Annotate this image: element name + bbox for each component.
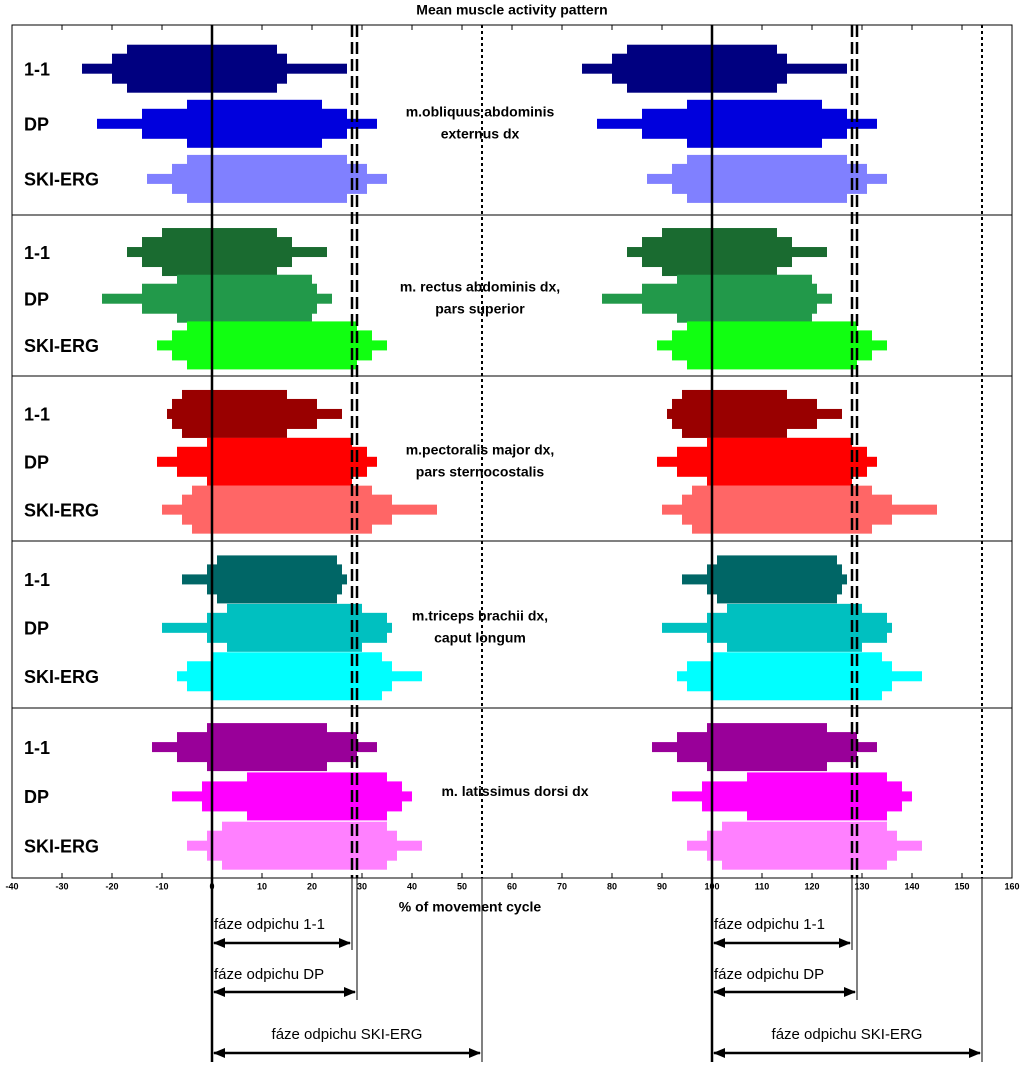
row-label: SKI-ERG [24,336,99,356]
row-label: DP [24,289,49,309]
activity-bar [187,99,322,148]
x-tick-label: 0 [209,881,214,891]
muscle-label: m. rectus abdominis dx, [400,278,560,294]
x-tick-label: 60 [507,881,517,891]
activity-bar [682,389,787,438]
activity-bar [207,437,352,486]
x-tick-label: 70 [557,881,567,891]
activity-bar [747,772,887,821]
activity-bar [192,485,372,534]
arrow-head [339,938,351,948]
chart-title: Mean muscle activity pattern [416,2,607,18]
phase-label: fáze odpichu DP [714,966,824,983]
x-tick-label: 30 [357,881,367,891]
x-tick-label: 40 [407,881,417,891]
x-tick-label: 150 [954,881,969,891]
activity-bar [222,821,387,870]
row-label: DP [24,787,49,807]
row-label: SKI-ERG [24,500,99,520]
activity-bar [627,44,777,93]
activity-bar [727,603,862,652]
row-label: 1-1 [24,243,50,263]
x-tick-label: 160 [1004,881,1019,891]
x-tick-label: 100 [704,881,719,891]
muscle-label: externus dx [441,126,520,142]
activity-bar [687,154,847,203]
phase-label: fáze odpichu SKI-ERG [772,1026,923,1043]
activity-bar [707,723,827,772]
x-tick-label: 90 [657,881,667,891]
arrow-head [213,987,225,997]
activity-bar [722,821,887,870]
muscle-label: pars sternocostalis [416,464,545,480]
activity-bar [247,772,387,821]
row-label: DP [24,115,49,135]
arrow-head [213,1048,225,1058]
x-tick-label: 140 [904,881,919,891]
arrow-head [839,938,851,948]
activity-bar [162,228,277,277]
row-label: SKI-ERG [24,667,99,687]
row-label: DP [24,619,49,639]
activity-bar [712,652,882,701]
x-tick-label: 120 [804,881,819,891]
activity-bar [127,44,277,93]
x-tick-label: 130 [854,881,869,891]
x-tick-label: 50 [457,881,467,891]
row-label: 1-1 [24,405,50,425]
x-tick-label: -40 [5,881,18,891]
arrow-head [469,1048,481,1058]
activity-bar [187,154,347,203]
x-tick-label: 80 [607,881,617,891]
activity-bar [182,389,287,438]
activity-bar [717,555,837,604]
arrow-head [844,987,856,997]
arrow-head [969,1048,981,1058]
x-axis-label: % of movement cycle [399,899,542,915]
row-label: 1-1 [24,570,50,590]
activity-bar [707,437,852,486]
activity-bar [662,228,777,277]
x-tick-label: -20 [105,881,118,891]
activity-bar [677,274,812,323]
activity-bar [692,485,872,534]
arrow-head [713,1048,725,1058]
x-tick-label: -10 [155,881,168,891]
phase-label: fáze odpichu DP [214,966,324,983]
activity-bar [177,274,312,323]
muscle-label: m.pectoralis major dx, [406,442,555,458]
muscle-label: caput longum [434,630,526,646]
muscle-label: pars superior [435,300,525,316]
x-tick-label: 20 [307,881,317,891]
muscle-label: m. latissimus dorsi dx [441,783,588,799]
muscle-label: m.obliquus abdominis [406,104,555,120]
arrow-head [713,987,725,997]
phase-label: fáze odpichu SKI-ERG [272,1026,423,1043]
x-tick-label: 10 [257,881,267,891]
activity-bar [217,555,337,604]
activity-bar [212,652,382,701]
plot-frame [11,24,1013,879]
row-label: 1-1 [24,59,50,79]
activity-bar [187,321,357,370]
row-label: SKI-ERG [24,836,99,856]
activity-bar [687,321,857,370]
arrow-head [213,938,225,948]
row-label: 1-1 [24,738,50,758]
row-label: DP [24,453,49,473]
activity-bar [207,723,327,772]
x-tick-label: -30 [55,881,68,891]
phase-label: fáze odpichu 1-1 [214,916,325,933]
x-tick-label: 110 [755,881,770,891]
phase-label: fáze odpichu 1-1 [714,916,825,933]
row-label: SKI-ERG [24,170,99,190]
arrow-head [344,987,356,997]
muscle-label: m.triceps brachii dx, [412,608,548,624]
arrow-head [713,938,725,948]
activity-bar [227,603,362,652]
activity-bar [687,99,822,148]
